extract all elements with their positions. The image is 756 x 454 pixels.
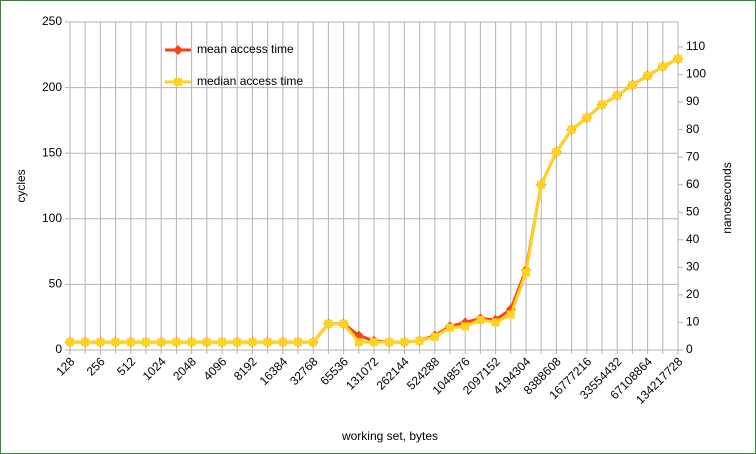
y2-tick-label: 30: [686, 260, 700, 274]
y2-tick-label: 90: [686, 94, 700, 108]
y2-tick-label: 100: [686, 67, 706, 81]
data-point: [354, 338, 363, 347]
y2-axis-title: nanoseconds: [720, 162, 734, 233]
data-point: [218, 338, 226, 347]
y2-tick-label: 40: [686, 232, 700, 246]
data-point: [506, 310, 515, 319]
y2-tick-label: 20: [686, 287, 700, 301]
y-tick-label: 50: [49, 277, 63, 291]
data-point: [96, 338, 105, 347]
legend-marker: [174, 78, 182, 86]
y2-tick-label: 60: [686, 177, 700, 191]
data-point: [187, 338, 196, 347]
data-point: [643, 71, 652, 80]
y-axis-title: cycles: [14, 169, 28, 202]
data-point: [582, 113, 591, 122]
data-point: [613, 91, 622, 100]
y-tick-label: 200: [42, 80, 62, 94]
legend-marker: [173, 45, 183, 55]
data-point: [552, 147, 561, 156]
data-point: [674, 54, 682, 63]
y2-tick-label: 110: [686, 39, 705, 53]
data-point: [385, 338, 394, 347]
legend-label: mean access time: [197, 42, 294, 56]
data-point: [202, 338, 211, 347]
data-point: [628, 80, 637, 89]
data-point: [278, 338, 287, 347]
data-point: [522, 268, 530, 277]
data-point: [476, 315, 485, 324]
x-axis-title: working set, bytes: [341, 429, 438, 443]
data-point: [309, 338, 318, 347]
data-point: [248, 338, 257, 347]
y-tick-label: 250: [42, 14, 62, 28]
data-point: [142, 338, 150, 347]
data-point: [111, 338, 120, 347]
y2-tick-label: 0: [686, 342, 693, 356]
y-tick-label: 150: [42, 145, 62, 159]
legend-label: median access time: [197, 74, 303, 88]
data-point: [66, 338, 74, 347]
data-point: [400, 338, 409, 347]
data-point: [537, 180, 546, 189]
data-point: [233, 338, 242, 347]
data-point: [339, 319, 348, 328]
data-point: [598, 100, 606, 109]
data-point: [126, 338, 135, 347]
data-point: [294, 338, 302, 347]
y2-tick-label: 10: [686, 315, 700, 329]
data-point: [415, 336, 424, 345]
data-point: [491, 318, 500, 327]
data-point: [658, 62, 667, 71]
data-point: [172, 338, 181, 347]
data-point: [157, 338, 166, 347]
y2-tick-label: 80: [686, 122, 700, 136]
data-point: [567, 125, 576, 134]
y-tick-label: 100: [42, 211, 62, 225]
data-point: [461, 322, 470, 331]
data-point: [446, 323, 454, 332]
data-point: [324, 319, 333, 328]
y-tick-label: 0: [55, 342, 62, 356]
data-point: [370, 338, 378, 347]
y2-tick-label: 50: [686, 204, 700, 218]
data-point: [263, 338, 272, 347]
y2-tick-label: 70: [686, 149, 700, 163]
data-point: [81, 338, 90, 347]
data-point: [430, 332, 439, 341]
